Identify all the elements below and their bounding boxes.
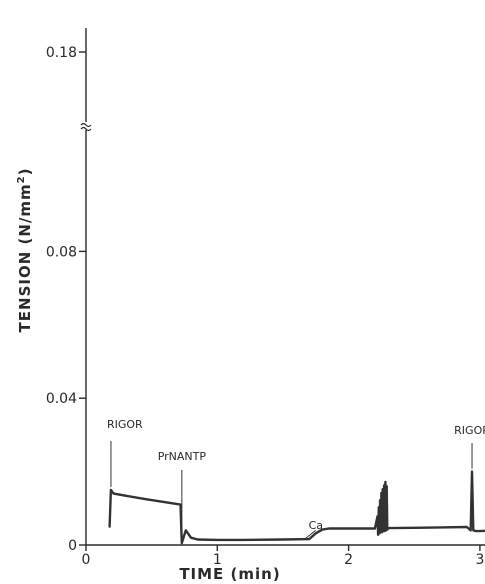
- annotation-3: RIGOR: [454, 424, 485, 469]
- x-axis-title: TIME (min): [179, 565, 280, 583]
- annotation-label-3: RIGOR: [454, 424, 485, 437]
- annotation-2: Ca: [303, 519, 323, 541]
- y-tick-label-1: 0.04: [46, 391, 77, 407]
- annotation-pointer-2: [303, 529, 317, 541]
- ticks: 01234500.040.080.18: [46, 45, 485, 568]
- y-tick-label-2: 0.08: [46, 244, 77, 260]
- y-axis-break: [80, 122, 92, 132]
- axis-break-marks: [80, 122, 92, 132]
- x-tick-label-1: 1: [213, 552, 222, 568]
- x-tick-label-0: 0: [82, 552, 91, 568]
- event-annotations: RIGORPrNANTPCaRIGORRIGORATPCa: [107, 418, 485, 541]
- y-axis-break-wave-0: [80, 122, 92, 128]
- annotation-label-2: Ca: [309, 519, 323, 532]
- annotation-label-0: RIGOR: [107, 418, 143, 431]
- y-axis-break-mask: [80, 122, 92, 130]
- tension-trace: [108, 470, 485, 545]
- y-tick-label-0: 0: [68, 538, 77, 554]
- y-axis-title-main: TENSION (N/mm: [16, 183, 34, 332]
- y-axis-title-end: ): [16, 168, 34, 176]
- x-tick-label-3: 3: [475, 552, 484, 568]
- annotation-label-1: PrNANTP: [158, 450, 207, 463]
- annotation-0: RIGOR: [107, 418, 143, 487]
- annotation-1: PrNANTP: [158, 450, 207, 539]
- y-axis-title-sup: 2: [16, 175, 27, 183]
- x-tick-label-2: 2: [344, 552, 353, 568]
- axes: [85, 28, 485, 546]
- y-tick-label-3: 0.18: [46, 45, 77, 61]
- y-axis-break-wave-1: [80, 126, 92, 132]
- y-axis-title: TENSION (N/mm2): [16, 168, 34, 333]
